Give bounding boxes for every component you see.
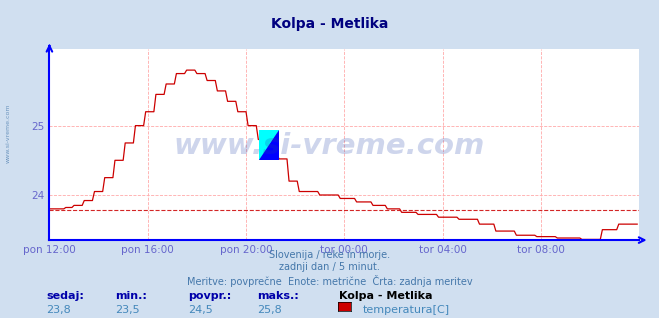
Text: 24,5: 24,5 — [188, 305, 213, 315]
Text: 23,8: 23,8 — [46, 305, 71, 315]
Text: 23,5: 23,5 — [115, 305, 140, 315]
Polygon shape — [259, 130, 279, 160]
Text: min.:: min.: — [115, 291, 147, 301]
Text: Kolpa - Metlika: Kolpa - Metlika — [339, 291, 433, 301]
Text: temperatura[C]: temperatura[C] — [362, 305, 449, 315]
Text: zadnji dan / 5 minut.: zadnji dan / 5 minut. — [279, 262, 380, 272]
Text: Kolpa - Metlika: Kolpa - Metlika — [271, 17, 388, 31]
Text: povpr.:: povpr.: — [188, 291, 231, 301]
Text: maks.:: maks.: — [257, 291, 299, 301]
Polygon shape — [259, 130, 279, 160]
Text: Meritve: povprečne  Enote: metrične  Črta: zadnja meritev: Meritve: povprečne Enote: metrične Črta:… — [186, 275, 473, 287]
Text: www.si-vreme.com: www.si-vreme.com — [5, 104, 11, 163]
Text: Slovenija / reke in morje.: Slovenija / reke in morje. — [269, 250, 390, 259]
Text: www.si-vreme.com: www.si-vreme.com — [174, 132, 485, 160]
Text: 25,8: 25,8 — [257, 305, 282, 315]
Text: sedaj:: sedaj: — [46, 291, 84, 301]
